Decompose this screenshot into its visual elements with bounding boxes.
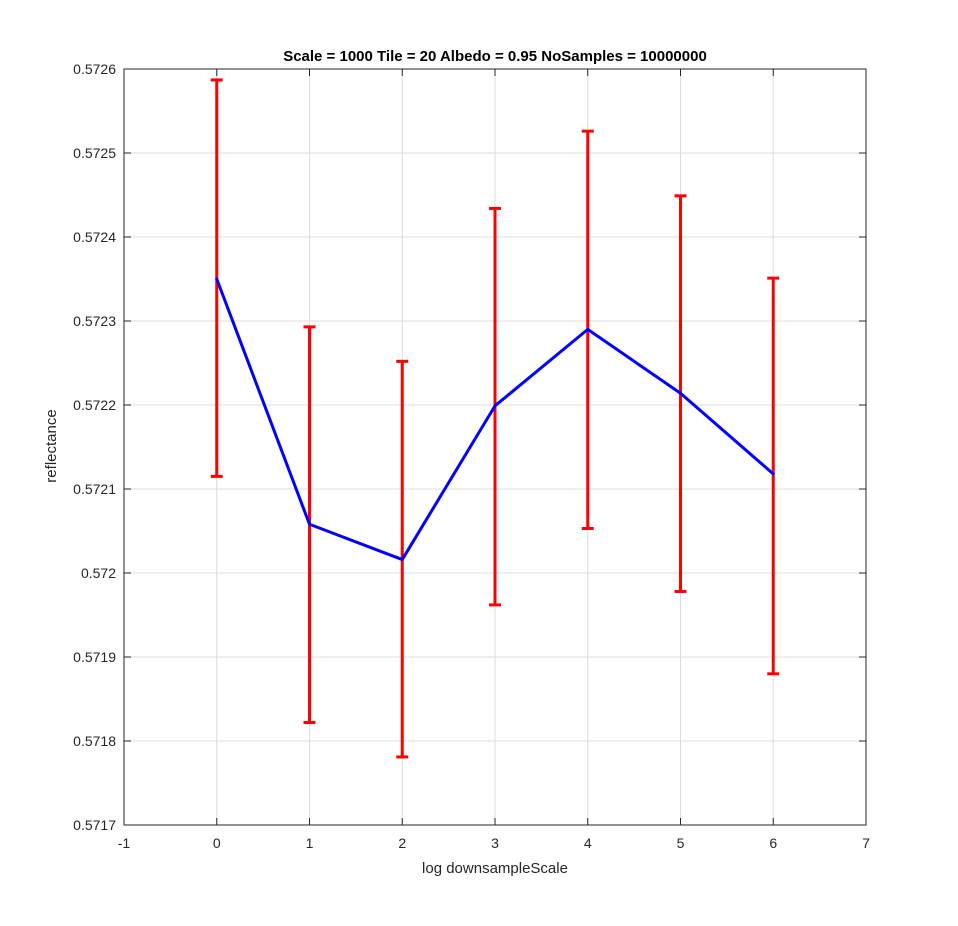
y-tick-label: 0.5725 — [73, 145, 116, 161]
series-line — [215, 277, 775, 562]
x-tick-label: 3 — [491, 835, 499, 851]
x-tick-label: 5 — [677, 835, 685, 851]
x-tick-labels: -1 0 1 2 3 4 5 6 7 — [118, 835, 870, 851]
x-axis-label: log downsampleScale — [422, 860, 568, 877]
x-tick-label: -1 — [118, 835, 131, 851]
chart-title: Scale = 1000 Tile = 20 Albedo = 0.95 NoS… — [283, 48, 707, 65]
x-tick-label: 1 — [306, 835, 314, 851]
x-tick-label: 6 — [769, 835, 777, 851]
y-tick-label: 0.572 — [81, 565, 116, 581]
y-tick-label: 0.5724 — [73, 229, 116, 245]
x-tick-label: 7 — [862, 835, 870, 851]
y-tick-labels: 0.5717 0.5718 0.5719 0.572 0.5721 0.5722 0.572… — [73, 61, 116, 833]
y-tick-label: 0.5723 — [73, 313, 116, 329]
y-tick-label: 0.5726 — [73, 61, 116, 77]
y-tick-label: 0.5719 — [73, 649, 116, 665]
y-tick-label: 0.5718 — [73, 733, 116, 749]
y-tick-label: 0.5721 — [73, 481, 116, 497]
y-axis-label: reflectance — [43, 409, 60, 482]
y-tick-label: 0.5722 — [73, 397, 116, 413]
ticks — [123, 68, 867, 826]
x-tick-label: 2 — [398, 835, 406, 851]
series — [215, 277, 775, 562]
x-tick-label: 0 — [213, 835, 221, 851]
y-tick-label: 0.5717 — [73, 817, 116, 833]
x-tick-label: 4 — [584, 835, 592, 851]
